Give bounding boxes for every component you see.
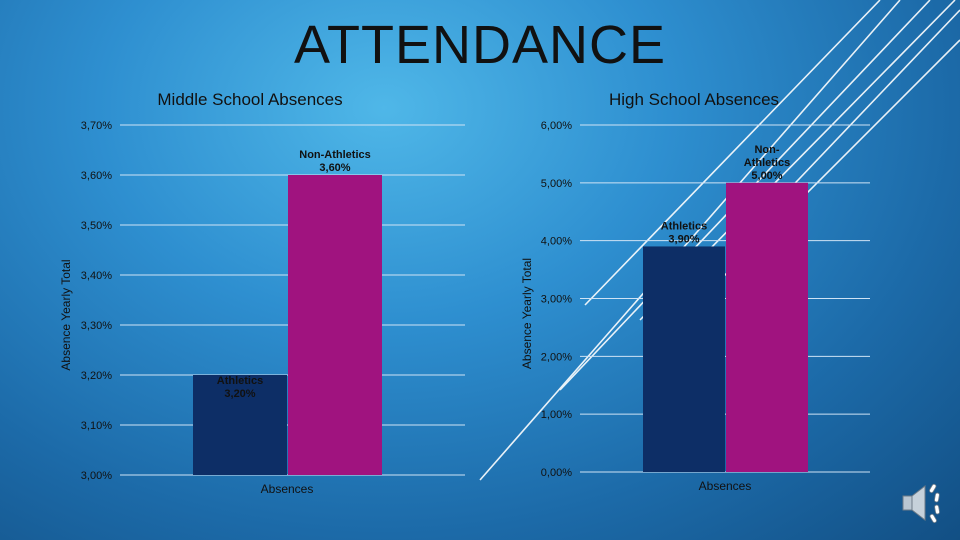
y-tick-label: 3,00%: [81, 470, 112, 482]
data-label: Non-Athletics: [299, 149, 371, 161]
slide-title: ATTENDANCE: [293, 15, 667, 75]
y-tick-label: 0,00%: [541, 467, 572, 479]
x-category-label: Absences: [699, 479, 752, 493]
bar-athletics: [193, 375, 287, 475]
y-tick-label: 3,20%: [81, 370, 112, 382]
y-tick-label: 4,00%: [541, 236, 572, 248]
y-tick-label: 3,10%: [81, 420, 112, 432]
y-tick-label: 3,40%: [81, 270, 112, 282]
speaker-icon[interactable]: [895, 478, 953, 528]
y-tick-label: 6,00%: [541, 120, 572, 132]
data-label: Athletics: [744, 157, 790, 169]
y-tick-label: 3,50%: [81, 220, 112, 232]
bar-athletics: [643, 246, 725, 472]
y-tick-label: 3,00%: [541, 294, 572, 306]
middle-school-chart-title: Middle School Absences: [157, 90, 343, 109]
data-label: 3,90%: [668, 233, 699, 245]
data-label: 3,60%: [319, 162, 350, 174]
y-tick-label: 2,00%: [541, 351, 572, 363]
data-label: Non-: [754, 144, 779, 156]
y-tick-label: 3,60%: [81, 170, 112, 182]
high-school-chart-title: High School Absences: [608, 90, 780, 109]
bar-non-athletics: [726, 182, 808, 473]
x-category-label: Absences: [261, 482, 314, 496]
y-tick-label: 5,00%: [541, 178, 572, 190]
y-tick-label: 3,70%: [81, 120, 112, 132]
y-axis-label: Absence Yearly Total: [520, 258, 534, 369]
bar-non-athletics: [288, 175, 382, 475]
data-label: Athletics: [661, 220, 707, 232]
data-label: 3,20%: [224, 388, 255, 400]
data-label: 5,00%: [751, 170, 782, 182]
y-axis-label: Absence Yearly Total: [59, 259, 73, 370]
y-tick-label: 3,30%: [81, 320, 112, 332]
y-tick-label: 1,00%: [541, 409, 572, 421]
data-label: Athletics: [217, 375, 263, 387]
